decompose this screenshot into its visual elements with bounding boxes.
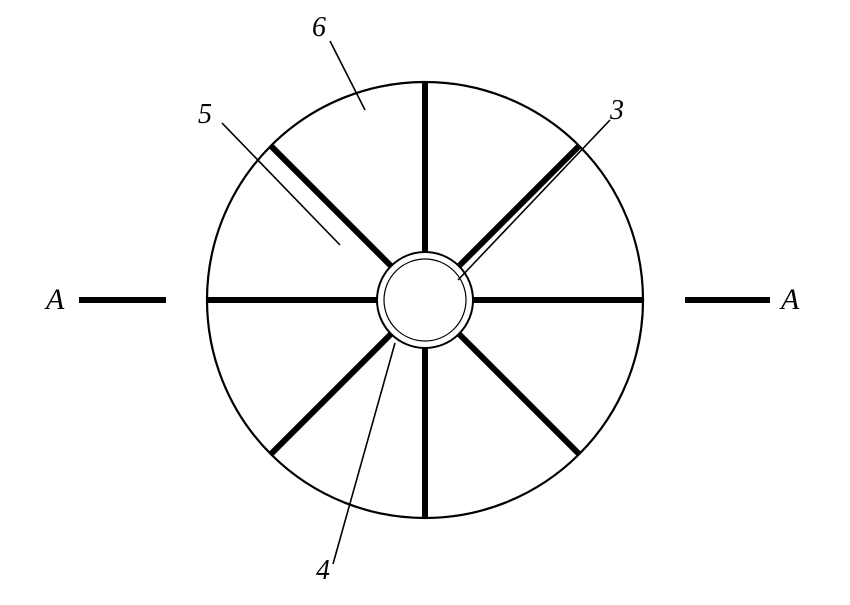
spoke-line: [271, 334, 391, 454]
leader-line-4: [333, 343, 395, 564]
spoke-line: [459, 146, 579, 266]
section-label-a-left: A: [46, 283, 64, 317]
callout-label-5: 5: [198, 99, 212, 131]
section-label-a-right: A: [781, 283, 799, 317]
diagram-svg: [0, 0, 850, 605]
callout-label-4: 4: [316, 555, 330, 587]
spoke-line: [271, 146, 391, 266]
spoke-line: [459, 334, 579, 454]
hub-outer-circle: [377, 252, 473, 348]
leader-line-3: [458, 120, 610, 280]
leader-line-6: [330, 41, 365, 110]
callout-label-6: 6: [312, 12, 326, 44]
callout-label-3: 3: [610, 95, 624, 127]
